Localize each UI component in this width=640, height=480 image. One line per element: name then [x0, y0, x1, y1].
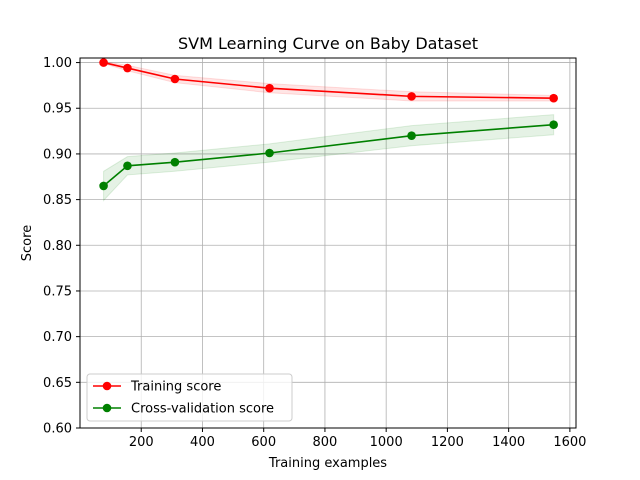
series-1-point: [170, 157, 180, 167]
y-tick-label: 0.60: [43, 422, 72, 437]
legend-marker-0: [102, 381, 112, 391]
y-tick-label: 0.75: [43, 284, 72, 299]
series-0-point: [265, 83, 274, 93]
y-tick-label: 0.70: [43, 330, 72, 345]
series-1-point: [549, 120, 558, 129]
series-0-point: [407, 92, 416, 101]
plot-frame: [79, 57, 577, 429]
x-tick-label: 1600: [553, 435, 586, 450]
series-0-point: [123, 63, 132, 73]
x-tick-label: 800: [313, 435, 338, 450]
legend-marker-1: [102, 403, 112, 413]
y-axis-label: Score: [20, 225, 35, 261]
x-tick-label: 600: [251, 435, 276, 450]
series-0-point: [170, 74, 180, 84]
legend-box: [86, 373, 293, 422]
series-1-point: [265, 148, 274, 158]
y-tick-label: 0.90: [43, 147, 72, 162]
series-1-confidence-band: [103, 114, 555, 202]
legend-items: Training score Cross-validation score: [93, 380, 274, 417]
x-tick-label: 400: [190, 435, 215, 450]
y-tick-label: 0.80: [43, 239, 72, 254]
legend-label-1: Cross-validation score: [131, 402, 274, 417]
x-tick-label: 200: [129, 435, 154, 450]
series-layer: [99, 58, 558, 191]
y-tick-label: 0.95: [43, 102, 72, 117]
y-tick-label: 1.00: [43, 56, 72, 71]
series-1-point: [99, 181, 108, 191]
series-0-point: [549, 93, 558, 103]
legend-label-0: Training score: [130, 380, 221, 395]
x-tick-label: 1400: [492, 435, 525, 450]
series-1-point: [123, 161, 132, 171]
x-tick-label: 1200: [431, 435, 464, 450]
tick-layer: 200 400 600 800 1000 1200 1400 1600 0.60 0.65 0.70…: [43, 56, 586, 450]
x-tick-label: 1000: [370, 435, 403, 450]
series-0-point: [99, 58, 108, 67]
y-tick-label: 0.85: [43, 193, 72, 208]
x-axis-label: Training examples: [268, 456, 387, 471]
series-1-point: [407, 131, 416, 140]
legend: Training score Cross-validation score: [86, 373, 293, 422]
series-1-line: [103, 123, 554, 187]
chart-title: SVM Learning Curve on Baby Dataset: [178, 34, 478, 53]
y-tick-label: 0.65: [43, 376, 72, 391]
